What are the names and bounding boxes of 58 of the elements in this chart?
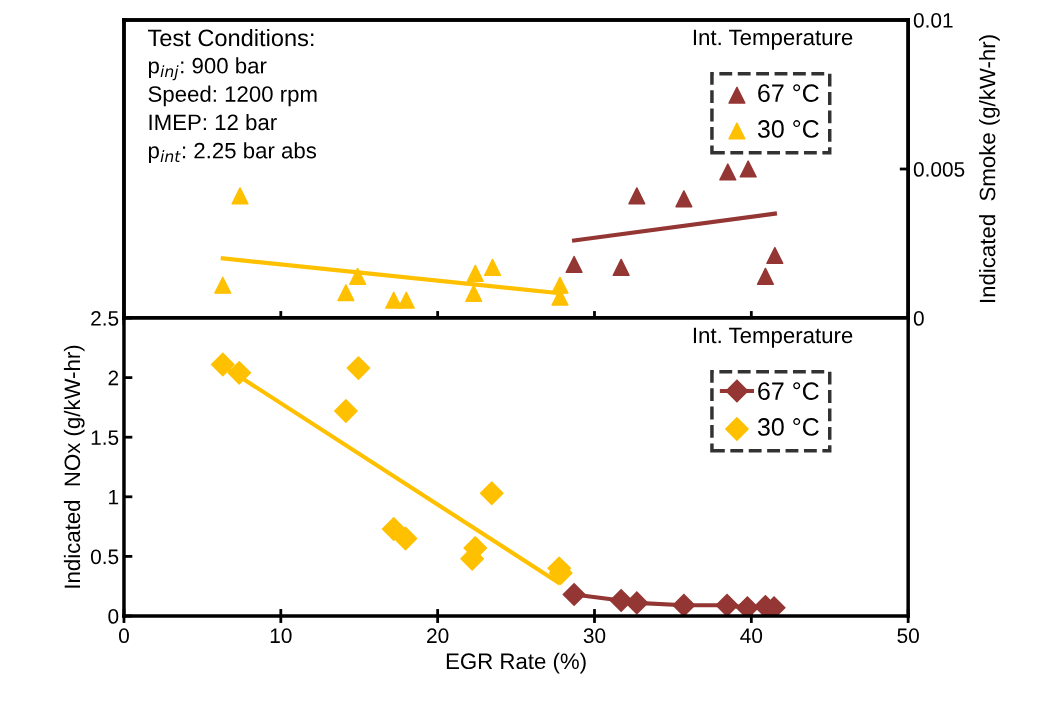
x-tick-label: 0 [119, 628, 129, 644]
point [612, 258, 630, 276]
point [466, 264, 484, 282]
y2-axis-title: Indicated Smoke (g/kW-hr) [979, 35, 1000, 302]
point [337, 284, 355, 302]
point [756, 267, 775, 285]
point [210, 352, 235, 377]
point [565, 255, 583, 273]
legend-label: 67 °C [758, 84, 819, 103]
point [231, 187, 249, 205]
annotation: IMEP: 12 bar [149, 113, 277, 131]
annotation: p$_{inj}$: 900 bar [148, 57, 267, 81]
y2-tick-label: 0 [913, 311, 924, 326]
annotation: Test Conditions: [148, 28, 314, 47]
y-tick-label: 1 [109, 490, 119, 505]
legend-label: 67 °C [758, 382, 819, 401]
point [672, 593, 696, 616]
y2-tick-label: 0.005 [913, 162, 965, 177]
x-tick-label: 50 [897, 628, 919, 644]
point [766, 246, 784, 265]
point [334, 399, 358, 423]
y-tick-label: 1.5 [91, 430, 119, 445]
point [735, 596, 759, 616]
x-tick-label: 10 [270, 628, 292, 644]
x-tick-label: 20 [427, 628, 449, 644]
point [609, 589, 633, 613]
point [214, 276, 232, 294]
point [349, 267, 367, 285]
point [715, 593, 739, 616]
point [479, 481, 504, 506]
point [628, 187, 646, 205]
point [719, 163, 737, 181]
y-tick-label: 0.5 [90, 549, 119, 565]
point [465, 284, 483, 302]
legend-label: 30 °C [757, 418, 819, 436]
legend-title: Int. Temperature [693, 327, 853, 348]
y-axis-title: Indicated NOx (g/kW-hr) [63, 345, 85, 588]
legend-title: Int. Temperature [693, 29, 853, 50]
legend-label: 30 °C [757, 120, 819, 138]
point [393, 526, 418, 551]
point [483, 258, 502, 276]
point [739, 160, 757, 178]
y2-tick-label: 0.01 [913, 13, 953, 28]
x-axis-title: EGR Rate (%) [446, 652, 586, 674]
point [397, 291, 415, 309]
point [675, 190, 693, 208]
x-tick-label: 30 [583, 628, 606, 644]
point [385, 291, 403, 309]
y-tick-label: 2 [108, 370, 119, 386]
point [562, 583, 586, 607]
x-tick-label: 40 [740, 628, 763, 644]
point [346, 356, 371, 380]
y-tick-label: 0 [108, 609, 119, 624]
annotation: p$_{int}$: 2.25 bar abs [148, 142, 317, 163]
point [227, 360, 252, 385]
y-tick-label: 2.5 [91, 311, 119, 326]
point [625, 591, 649, 615]
annotation: Speed: 1200 rpm [148, 85, 317, 107]
